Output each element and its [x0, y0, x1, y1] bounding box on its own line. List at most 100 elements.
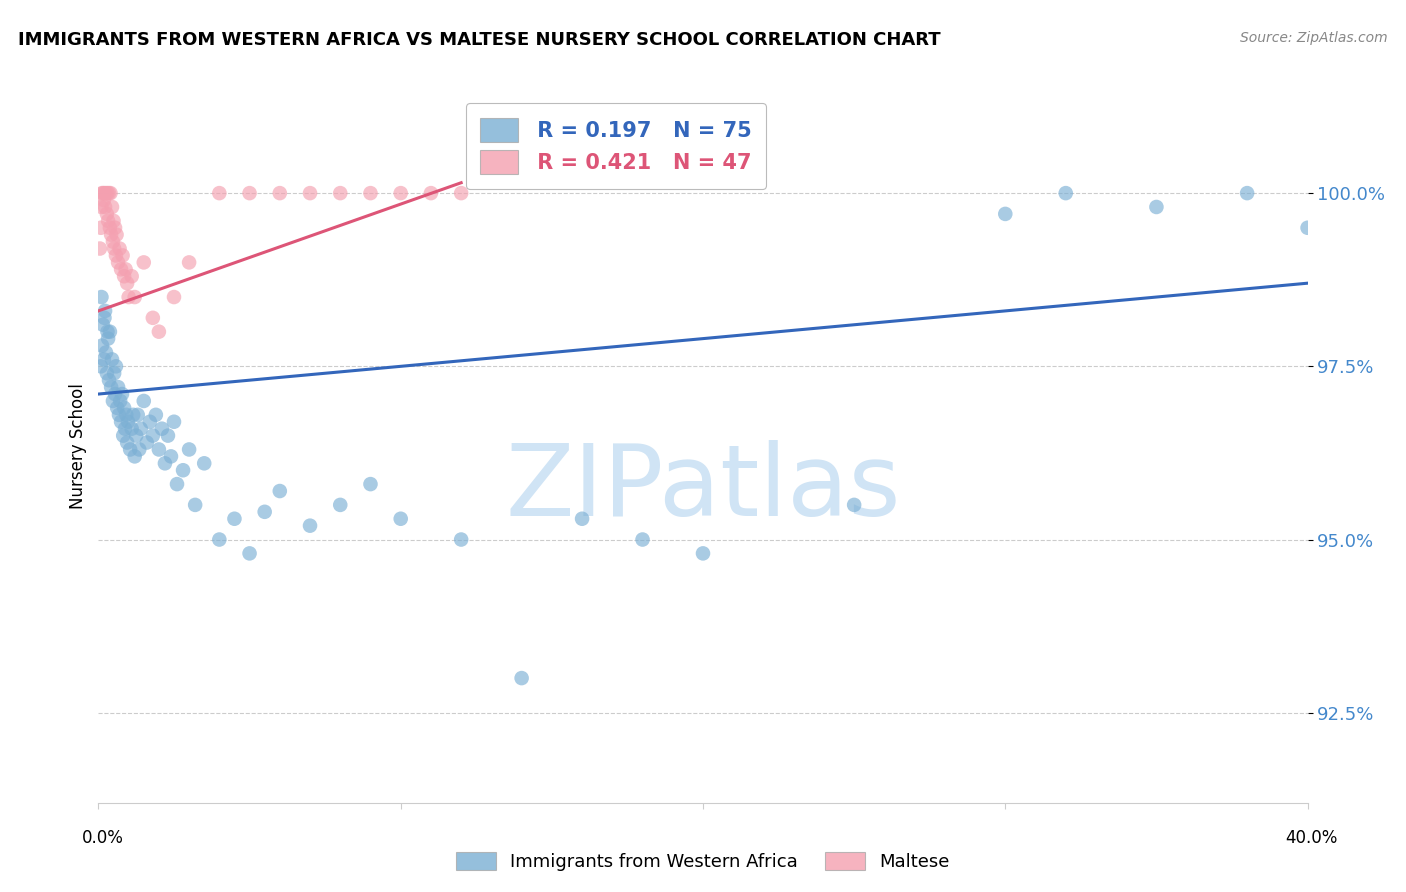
Point	[107, 255, 129, 269]
Point	[112, 428, 135, 442]
Point	[208, 533, 231, 547]
Point	[96, 207, 118, 221]
Point	[125, 428, 148, 442]
Point	[91, 318, 114, 332]
Point	[179, 442, 201, 457]
Point	[93, 186, 115, 201]
Point	[110, 415, 132, 429]
Point	[135, 435, 157, 450]
Point	[105, 401, 128, 415]
Point	[239, 186, 262, 201]
Point	[253, 505, 276, 519]
Point	[1054, 186, 1077, 201]
Point	[114, 262, 136, 277]
Point	[100, 380, 122, 394]
Point	[94, 200, 117, 214]
Point	[112, 401, 135, 415]
Point	[110, 262, 132, 277]
Point	[117, 415, 139, 429]
Point	[142, 428, 165, 442]
Point	[329, 498, 352, 512]
Point	[108, 242, 131, 256]
Point	[93, 352, 115, 367]
Point	[97, 214, 120, 228]
Point	[90, 290, 112, 304]
Text: IMMIGRANTS FROM WESTERN AFRICA VS MALTESE NURSERY SCHOOL CORRELATION CHART: IMMIGRANTS FROM WESTERN AFRICA VS MALTES…	[18, 31, 941, 49]
Point	[994, 207, 1017, 221]
Point	[139, 415, 162, 429]
Point	[166, 477, 188, 491]
Point	[108, 394, 131, 409]
Point	[104, 359, 127, 374]
Point	[100, 227, 122, 242]
Point	[844, 498, 866, 512]
Point	[360, 477, 382, 491]
Point	[1296, 220, 1319, 235]
Point	[156, 428, 179, 442]
Point	[108, 408, 131, 422]
Legend: Immigrants from Western Africa, Maltese: Immigrants from Western Africa, Maltese	[449, 845, 957, 879]
Point	[115, 435, 138, 450]
Point	[93, 310, 115, 325]
Point	[114, 422, 136, 436]
Point	[90, 220, 112, 235]
Point	[111, 248, 134, 262]
Point	[510, 671, 533, 685]
Point	[93, 193, 115, 207]
Point	[239, 546, 262, 560]
Point	[122, 408, 145, 422]
Point	[115, 276, 138, 290]
Point	[299, 518, 322, 533]
Point	[360, 186, 382, 201]
Y-axis label: Nursery School: Nursery School	[69, 383, 87, 509]
Point	[101, 200, 124, 214]
Point	[120, 442, 142, 457]
Point	[148, 442, 170, 457]
Point	[101, 235, 124, 249]
Point	[111, 387, 134, 401]
Point	[172, 463, 194, 477]
Point	[150, 422, 173, 436]
Point	[450, 533, 472, 547]
Point	[107, 380, 129, 394]
Point	[153, 456, 176, 470]
Point	[571, 512, 593, 526]
Point	[450, 186, 472, 201]
Point	[100, 186, 122, 201]
Point	[129, 422, 152, 436]
Point	[96, 186, 118, 201]
Point	[118, 290, 141, 304]
Point	[105, 227, 128, 242]
Point	[96, 325, 118, 339]
Point	[132, 255, 155, 269]
Point	[101, 352, 124, 367]
Point	[90, 200, 112, 214]
Legend:  R = 0.197   N = 75,  R = 0.421   N = 47: R = 0.197 N = 75, R = 0.421 N = 47	[465, 103, 766, 189]
Point	[121, 422, 143, 436]
Point	[127, 408, 149, 422]
Point	[329, 186, 352, 201]
Point	[193, 456, 215, 470]
Point	[128, 442, 150, 457]
Point	[631, 533, 654, 547]
Point	[269, 483, 291, 498]
Point	[115, 408, 138, 422]
Point	[145, 408, 167, 422]
Point	[179, 255, 201, 269]
Point	[103, 366, 125, 380]
Point	[89, 242, 111, 256]
Point	[97, 332, 120, 346]
Point	[98, 220, 121, 235]
Point	[112, 269, 135, 284]
Text: Source: ZipAtlas.com: Source: ZipAtlas.com	[1240, 31, 1388, 45]
Point	[91, 186, 114, 201]
Text: 0.0%: 0.0%	[82, 829, 124, 847]
Point	[163, 290, 186, 304]
Point	[98, 186, 121, 201]
Point	[96, 366, 118, 380]
Point	[91, 186, 114, 201]
Point	[184, 498, 207, 512]
Point	[94, 186, 117, 201]
Point	[124, 450, 146, 464]
Point	[1144, 200, 1167, 214]
